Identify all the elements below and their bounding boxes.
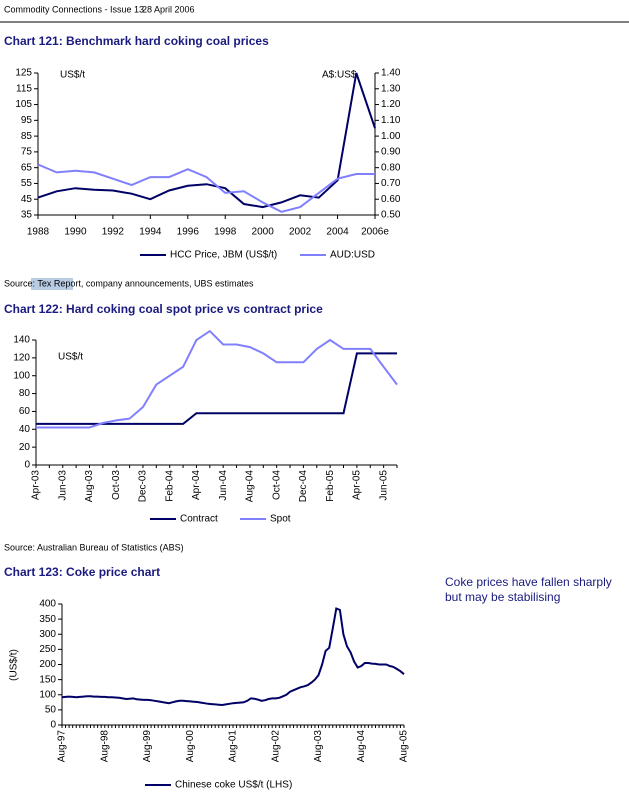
- y-tick-label: 45: [21, 194, 33, 205]
- y-tick-label: 40: [19, 424, 31, 435]
- y-tick-label: 150: [39, 674, 56, 685]
- y-tick-label: 35: [21, 210, 33, 221]
- legend-label: Contract: [180, 514, 218, 525]
- x-tick-label: Jun-04: [218, 470, 229, 501]
- y-tick-label: 125: [15, 68, 32, 79]
- y2-tick-label: 1.30: [381, 83, 401, 94]
- y-tick-label: 300: [39, 629, 56, 640]
- chart-title: Chart 121: Benchmark hard coking coal pr…: [4, 34, 269, 48]
- x-tick-label: Aug-04: [356, 730, 367, 763]
- x-tick-label: 2002: [289, 227, 312, 238]
- legend-label: Chinese coke US$/t (LHS): [175, 780, 292, 791]
- x-tick-label: 2004: [326, 227, 349, 238]
- x-tick-label: 1992: [102, 227, 125, 238]
- y-tick-label: 95: [21, 115, 33, 126]
- y-tick-label: 120: [13, 352, 30, 363]
- x-tick-label: Feb-04: [164, 470, 175, 502]
- x-tick-label: Feb-05: [325, 470, 336, 502]
- y-tick-label: 20: [19, 442, 31, 453]
- x-tick-label: Aug-98: [99, 730, 110, 763]
- y-tick-label: 100: [39, 689, 56, 700]
- side-note: Coke prices have fallen sharply but may …: [445, 575, 612, 604]
- series-line: [37, 163, 375, 213]
- y2-tick-label: 1.20: [381, 99, 401, 110]
- y-tick-label: 65: [21, 162, 33, 173]
- x-tick-label: Jun-03: [57, 470, 68, 501]
- series-line: [37, 72, 376, 209]
- x-tick-label: Aug-99: [142, 730, 153, 763]
- series-line: [36, 352, 397, 425]
- y2-tick-label: 0.50: [381, 210, 401, 221]
- x-tick-label: 1996: [177, 227, 200, 238]
- x-tick-label: Jun-05: [378, 470, 389, 501]
- x-tick-label: 2006e: [361, 227, 389, 238]
- legend-label: AUD:USD: [330, 250, 375, 261]
- y-tick-label: 250: [39, 644, 56, 655]
- x-tick-label: Aug-04: [245, 470, 256, 503]
- y-tick-label: 105: [15, 99, 32, 110]
- x-tick-label: 2000: [252, 227, 275, 238]
- series-line: [61, 607, 405, 707]
- x-tick-label: Aug-97: [57, 730, 68, 763]
- y-tick-label: 100: [13, 370, 30, 381]
- series-line: [36, 329, 398, 429]
- x-tick-label: 1994: [139, 227, 162, 238]
- legend-label: Spot: [270, 514, 291, 525]
- x-tick-label: Oct-03: [111, 470, 122, 500]
- y2-tick-label: 1.00: [381, 131, 401, 142]
- header-title: Commodity Connections - Issue 13: [4, 4, 144, 14]
- x-tick-label: Dec-03: [138, 470, 149, 503]
- y2-tick-label: 0.60: [381, 194, 401, 205]
- y-tick-label: 85: [21, 131, 33, 142]
- x-tick-label: Oct-04: [271, 470, 282, 500]
- x-tick-label: Dec-04: [298, 470, 309, 503]
- x-tick-label: Apr-03: [31, 470, 42, 500]
- legend-label: HCC Price, JBM (US$/t): [170, 250, 277, 261]
- x-tick-label: Aug-01: [228, 730, 239, 763]
- y-tick-label: 75: [21, 147, 33, 158]
- x-tick-label: 1988: [27, 227, 50, 238]
- source: Source: Tex Report, company announcement…: [4, 278, 254, 288]
- y2-tick-label: 0.90: [381, 147, 401, 158]
- y-tick-label: 350: [39, 614, 56, 625]
- y-tick-label: 80: [19, 388, 31, 399]
- y2-unit: A$:US$: [322, 70, 357, 81]
- x-tick-label: 1990: [64, 227, 87, 238]
- y2-tick-label: 0.80: [381, 162, 401, 173]
- x-tick-label: Aug-02: [270, 730, 281, 763]
- y2-tick-label: 0.70: [381, 178, 401, 189]
- y-tick-label: 115: [16, 83, 32, 94]
- y-tick-label: 50: [45, 705, 57, 716]
- x-tick-label: Aug-03: [313, 730, 324, 763]
- chart-title: Chart 122: Hard coking coal spot price v…: [4, 302, 323, 316]
- x-tick-label: Aug-03: [84, 470, 95, 503]
- x-tick-label: Aug-00: [185, 730, 196, 763]
- x-tick-label: Apr-04: [191, 470, 202, 500]
- y-unit: US$/t: [60, 70, 85, 81]
- y-tick-label: 0: [50, 720, 56, 731]
- y-tick-label: 140: [13, 335, 30, 346]
- x-tick-label: Apr-05: [352, 470, 363, 500]
- x-tick-label: Aug-05: [399, 730, 410, 763]
- x-tick-label: 1998: [214, 227, 237, 238]
- y-tick-label: 0: [24, 460, 30, 471]
- source: Source: Australian Bureau of Statistics …: [4, 542, 184, 552]
- highlight: [31, 278, 73, 290]
- chart-title: Chart 123: Coke price chart: [4, 565, 160, 579]
- y-axis-label: (US$/t): [9, 649, 20, 681]
- y-tick-label: 400: [39, 599, 56, 610]
- y-tick-label: 55: [21, 178, 33, 189]
- y2-tick-label: 1.40: [381, 68, 401, 79]
- y-tick-label: 200: [39, 659, 56, 670]
- y-tick-label: 60: [19, 406, 31, 417]
- y-unit: US$/t: [58, 352, 83, 363]
- y2-tick-label: 1.10: [381, 115, 401, 126]
- header-date: 28 April 2006: [142, 4, 195, 14]
